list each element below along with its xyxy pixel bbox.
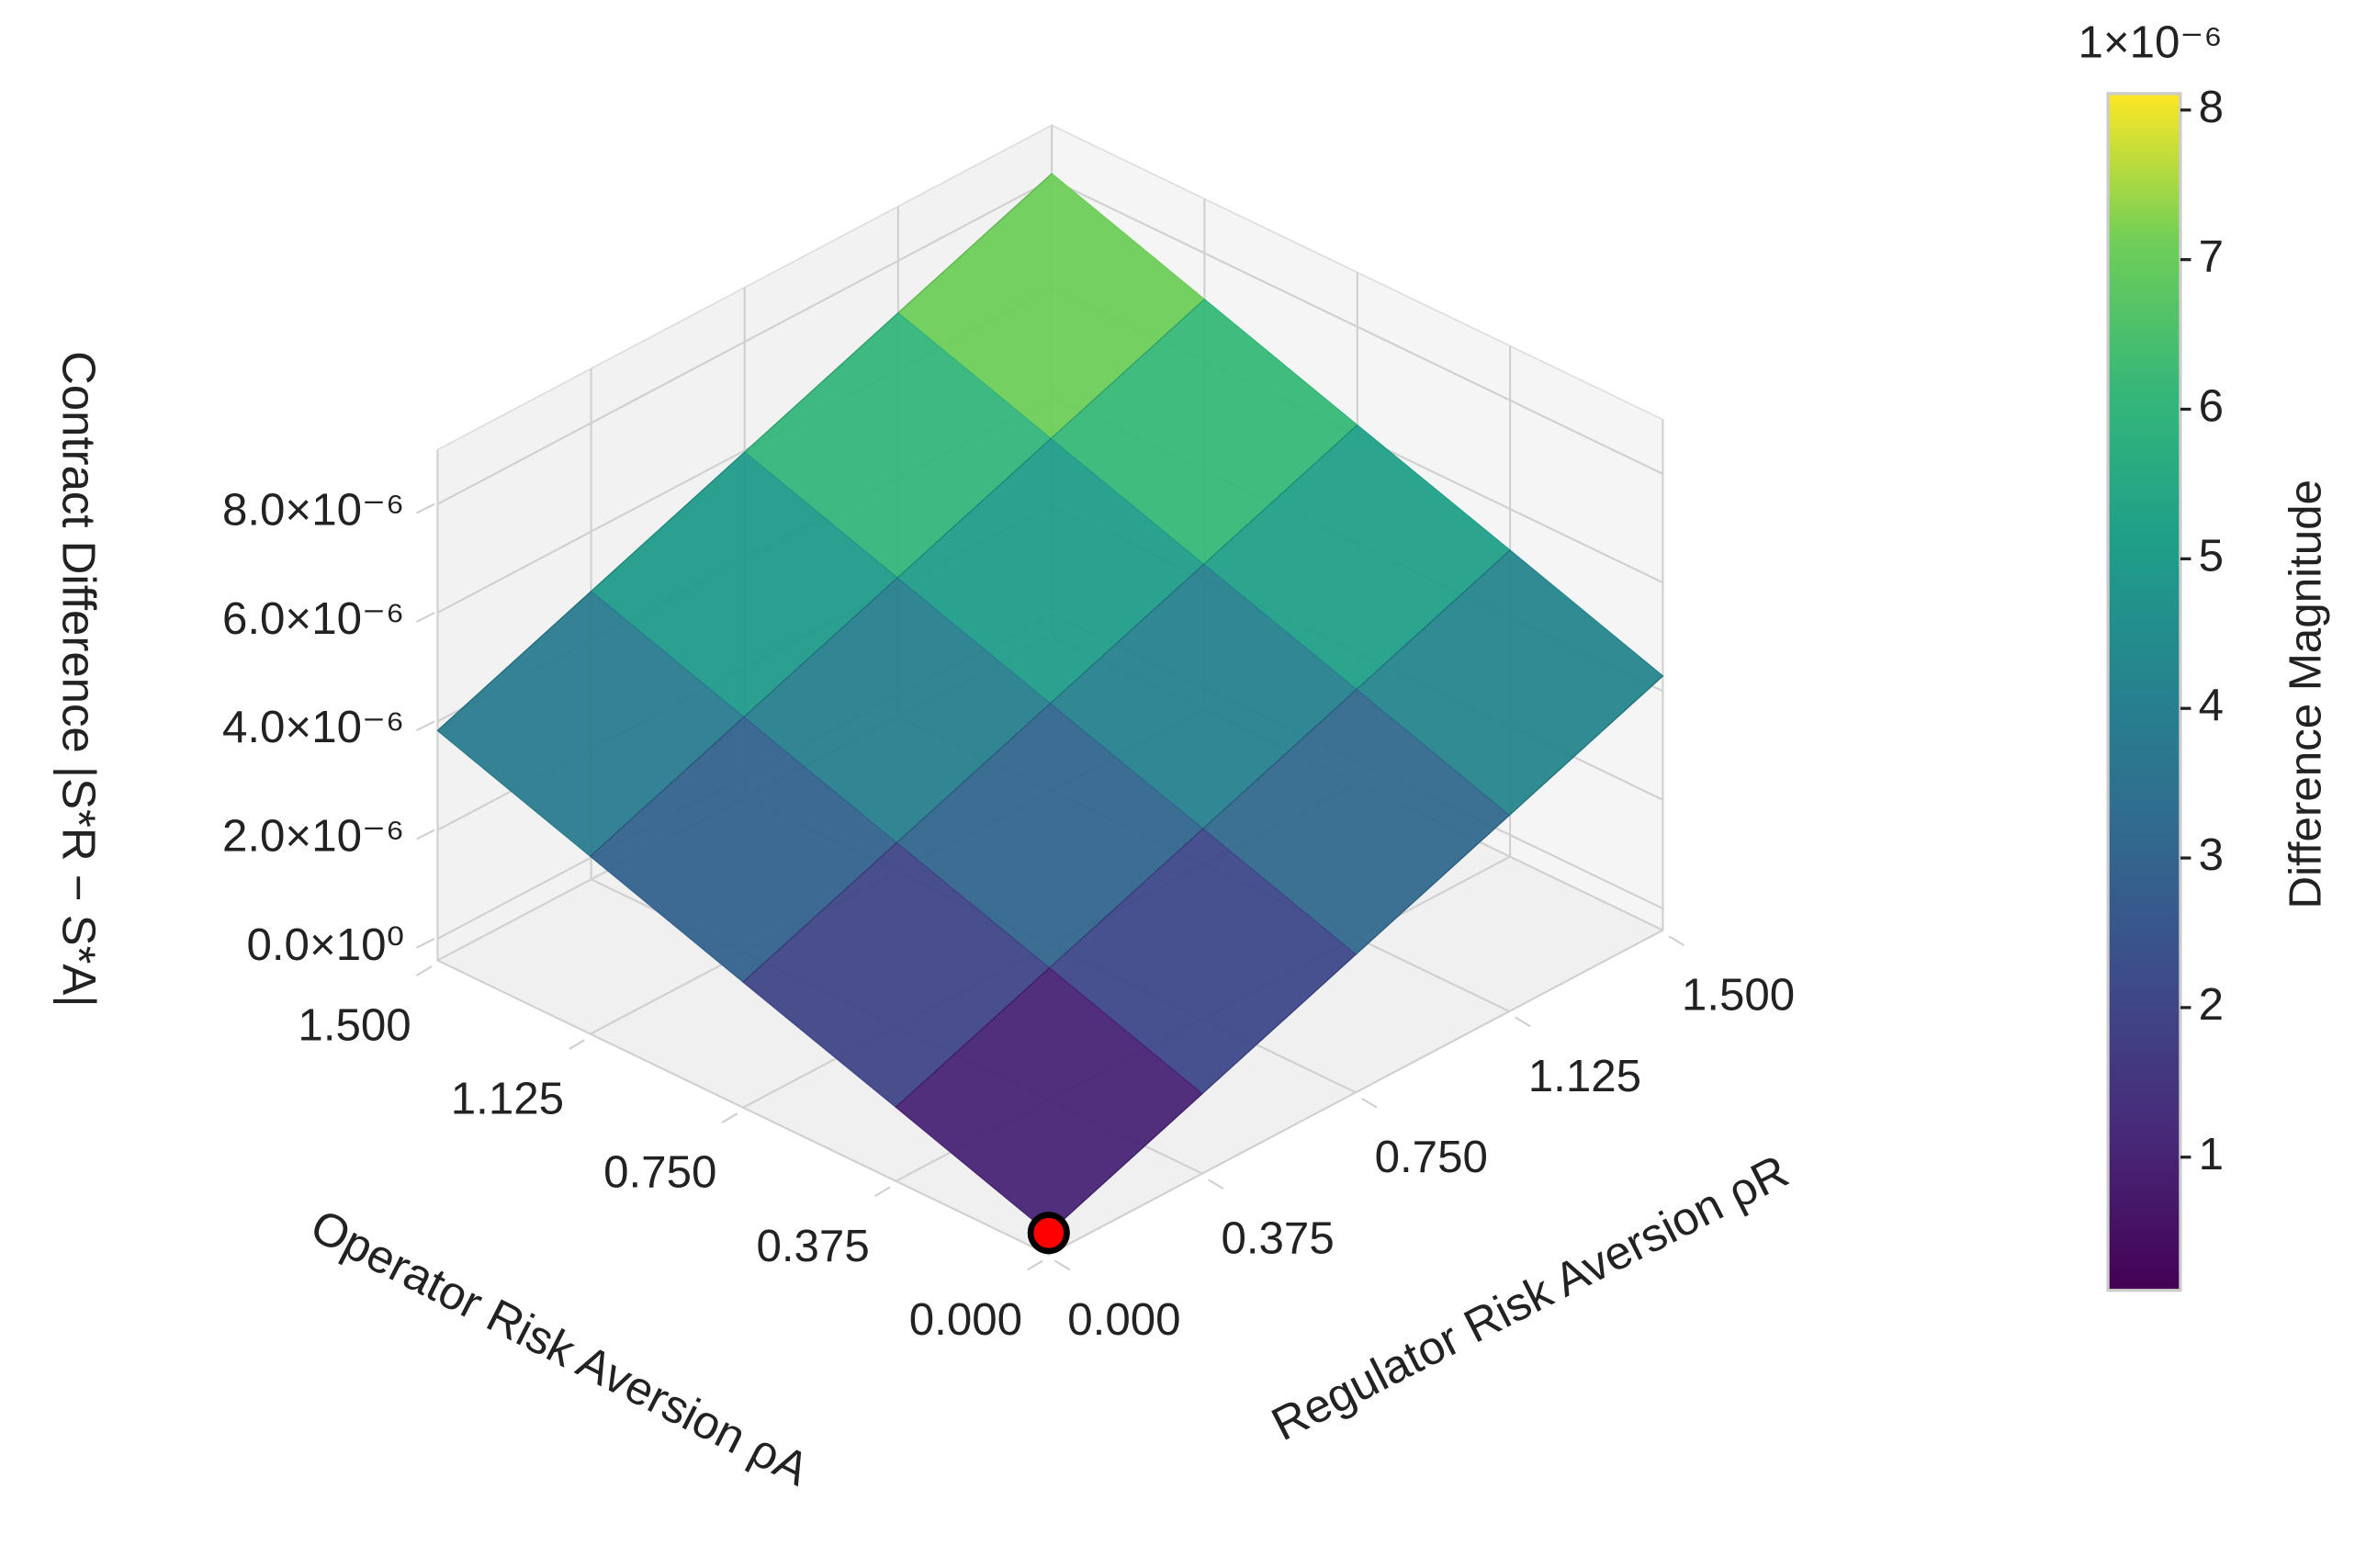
grid-line: [436, 178, 1053, 505]
x-tick-label: 0.375: [756, 1221, 869, 1271]
colorbar-tick-label: 4: [2199, 680, 2224, 730]
colorbar-tick-label: 1: [2199, 1129, 2224, 1179]
mesh-line: [1048, 675, 1663, 1234]
z-tick: [415, 612, 435, 623]
z-tick-label: 8.0×10⁻⁶: [222, 485, 404, 536]
y-tick: [1668, 935, 1684, 947]
colorbar-tick-label: 7: [2199, 231, 2224, 282]
colorbar-tick-label: 2: [2199, 979, 2224, 1030]
grid-line: [436, 959, 1050, 1256]
z-tick: [415, 937, 435, 949]
y-axis-label: Regulator Risk Aversion ρR: [1264, 1145, 1797, 1450]
y-tick-label: 1.125: [1528, 1051, 1641, 1101]
x-tick: [721, 1112, 738, 1124]
colorbar-tick-label: 3: [2199, 829, 2224, 880]
y-tick-label: 0.750: [1375, 1132, 1488, 1182]
z-tick: [415, 829, 435, 840]
x-axis-label: Operator Risk Aversion ρA: [303, 1199, 817, 1495]
surface-cell: [895, 966, 1203, 1235]
z-tick: [415, 502, 435, 514]
colorbar-tick-label: 5: [2199, 530, 2224, 581]
colorbar-label: Difference Magnitude: [2281, 479, 2331, 908]
z-tick-label: 4.0×10⁻⁶: [222, 702, 404, 752]
y-tick-label: 0.000: [1067, 1294, 1180, 1345]
z-tick: [415, 720, 435, 732]
plot-3d: 0.000 0.375 0.750 1.125 1.500 0.000 0.375 0.750…: [222, 124, 1795, 1345]
x-tick: [873, 1186, 891, 1198]
colorbar-tick-label: 6: [2199, 381, 2224, 432]
y-tick-label: 0.375: [1221, 1213, 1334, 1264]
mesh-line: [896, 549, 1511, 1108]
z-tick-label: 2.0×10⁻⁶: [222, 810, 404, 861]
y-tick: [1515, 1016, 1531, 1028]
x-tick-label: 0.000: [909, 1294, 1022, 1345]
x-tick: [415, 965, 433, 976]
colorbar: [2106, 92, 2182, 1292]
y-tick-label: 1.500: [1682, 970, 1795, 1021]
y-tick: [1361, 1097, 1378, 1109]
highlight-point: [1027, 1212, 1070, 1255]
mesh-line: [742, 424, 1358, 983]
x-tick-label: 1.500: [298, 999, 411, 1050]
y-tick: [1053, 1259, 1071, 1271]
mesh-line: [436, 173, 1053, 731]
colorbar-offset: 1×10⁻⁶: [2078, 17, 2222, 67]
z-tick-label: 0.0×10⁰: [246, 919, 404, 970]
x-tick: [569, 1039, 585, 1050]
mesh-line: [590, 299, 1205, 857]
colorbar-tick-label: 8: [2199, 82, 2224, 132]
grid-line: [1051, 178, 1663, 475]
z-axis-label: Contract Difference |S*R − S*A|: [53, 351, 106, 1007]
x-tick: [1027, 1259, 1043, 1271]
x-tick-label: 0.750: [603, 1147, 716, 1198]
y-tick: [1207, 1179, 1224, 1190]
z-tick-label: 6.0×10⁻⁶: [222, 593, 404, 644]
x-tick-label: 1.125: [451, 1074, 564, 1124]
